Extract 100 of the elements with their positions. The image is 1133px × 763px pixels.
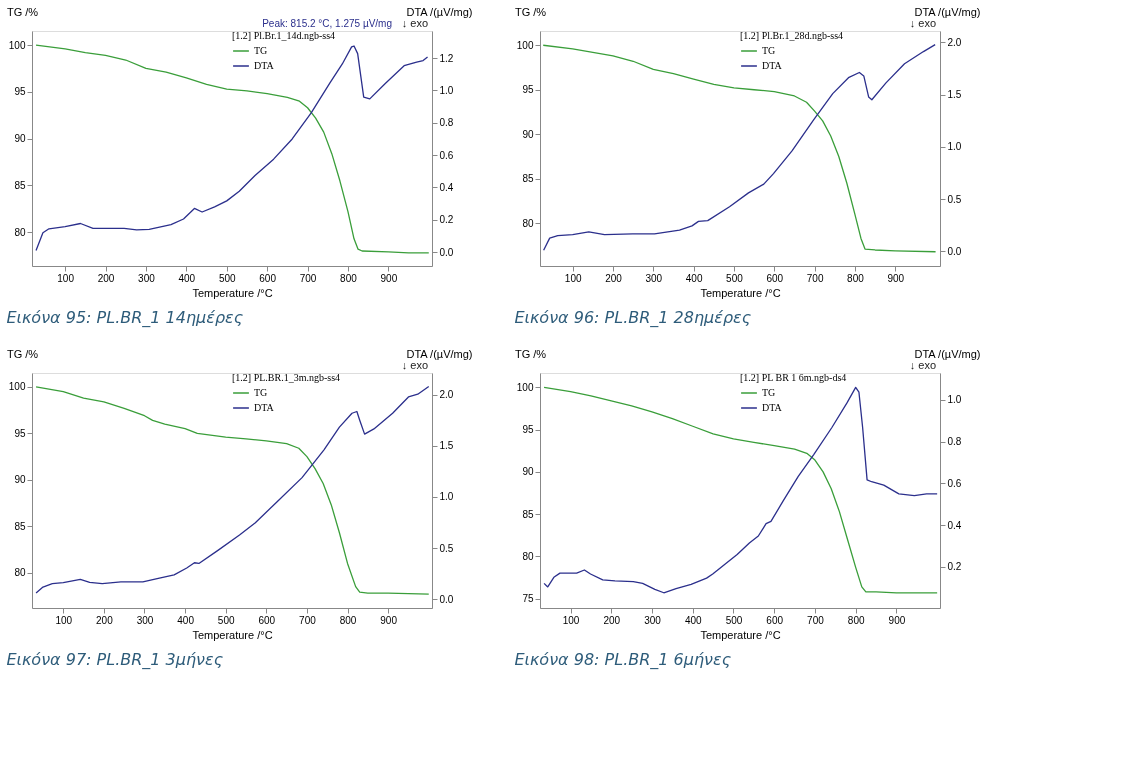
x-tick-label: 100 (564, 272, 582, 284)
y-tick-label: 90 (14, 133, 26, 145)
x-tick-label: 800 (340, 272, 358, 284)
y-axis-title: TG /% (514, 5, 547, 18)
y2-tick-label: 1.5 (439, 440, 454, 452)
x-tick-label: 500 (218, 272, 237, 284)
x-tick-label: 900 (888, 614, 906, 626)
y-tick-label: 100 (516, 381, 534, 393)
y2-tick-label: 0.2 (947, 561, 962, 573)
legend-label: DTA (254, 402, 275, 413)
y2-tick-label: 0.0 (439, 246, 454, 258)
x-tick-label: 800 (339, 614, 357, 626)
y-tick-label: 80 (14, 226, 26, 238)
y-axis-title: TG /% (514, 347, 547, 360)
legend-title: [1.2] PL.BR.1_3m.ngb-ss4 (232, 372, 341, 383)
x-axis-title: Temperature /°C (700, 286, 781, 299)
x-tick-label: 900 (887, 272, 905, 284)
y2-tick-label: 1.5 (947, 89, 962, 101)
x-tick-label: 800 (847, 272, 865, 284)
y-tick-label: 100 (8, 381, 26, 393)
y2-tick-label: 1.0 (947, 394, 962, 406)
x-tick-label: 500 (725, 614, 743, 626)
y2-tick-label: 0.4 (947, 519, 962, 531)
text: Peak: 815.2 °C, 1.275 µV/mg (262, 18, 392, 29)
y2-tick-label: 1.2 (439, 52, 454, 64)
y-tick-label: 95 (14, 427, 26, 439)
x-tick-label: 800 (847, 614, 865, 626)
y-tick-label: 80 (14, 567, 26, 579)
x-tick-label: 600 (259, 272, 277, 284)
y-tick-label: 85 (14, 520, 26, 532)
text: ↓ exo (401, 17, 428, 29)
legend-label: TG (254, 45, 268, 56)
x-tick-label: 200 (603, 614, 621, 626)
y-tick-label: 80 (522, 217, 534, 229)
x-tick-label: 500 (726, 272, 744, 284)
x-tick-label: 400 (178, 272, 196, 284)
y2-tick-label: 0.5 (947, 193, 962, 205)
y-tick-label: 95 (522, 84, 534, 96)
x-tick-label: 100 (562, 614, 580, 626)
x-tick-label: 300 (645, 272, 663, 284)
y2-tick-label: 0.5 (439, 542, 454, 554)
text: ↓ exo (909, 17, 936, 29)
y-tick-label: 95 (522, 424, 534, 436)
x-tick-label: 400 (684, 614, 703, 626)
legend-label: TG (254, 387, 268, 398)
x-tick-label: 500 (217, 614, 235, 626)
legend-label: TG (762, 45, 776, 56)
text: Εικόνα 97: PL.BR_1 3μήνες (6, 650, 224, 670)
x-tick-label: 200 (605, 272, 623, 284)
y2-tick-label: 0.0 (947, 245, 962, 257)
x-tick-label: 100 (57, 272, 75, 284)
x-tick-label: 700 (299, 614, 317, 626)
y-tick-label: 90 (522, 128, 534, 140)
x-axis-title: Temperature /°C (700, 628, 781, 641)
x-tick-label: 200 (97, 272, 115, 284)
legend-title: [1.2] Pl.Br.1_14d.ngb-ss4 (232, 30, 336, 41)
y-tick-label: 100 (516, 39, 534, 51)
legend-title: [1.2] PL BR 1 6m.ngb-ds4 (740, 372, 847, 383)
y2-tick-label: 1.0 (947, 141, 962, 153)
text: ↓ exo (401, 359, 428, 371)
x-tick-label: 300 (136, 614, 154, 626)
y-tick-label: 90 (14, 474, 26, 486)
y2-axis-title: DTA /(µV/mg) (406, 347, 473, 360)
x-tick-label: 700 (299, 272, 317, 284)
y2-axis-title: DTA /(µV/mg) (406, 5, 473, 18)
y-tick-label: 85 (522, 173, 534, 185)
legend-label: DTA (254, 60, 275, 71)
x-tick-label: 400 (685, 272, 703, 284)
y-tick-label: 85 (14, 179, 26, 191)
y2-axis-title: DTA /(µV/mg) (914, 347, 981, 360)
y-tick-label: 80 (522, 550, 534, 562)
x-tick-label: 700 (806, 272, 824, 284)
y2-axis-title: DTA /(µV/mg) (914, 5, 981, 18)
y2-tick-label: 0.6 (947, 477, 962, 489)
x-tick-label: 200 (96, 614, 114, 626)
y-tick-label: 95 (14, 86, 26, 98)
legend-title: [1.2] Pl.Br.1_28d.ngb-ss4 (740, 30, 844, 41)
y2-tick-label: 2.0 (947, 36, 962, 48)
y2-tick-label: 0.2 (439, 214, 454, 226)
x-tick-label: 600 (766, 614, 784, 626)
y2-tick-label: 1.0 (439, 491, 454, 503)
y2-tick-label: 0.6 (439, 149, 454, 161)
x-tick-label: 900 (380, 272, 398, 284)
y2-tick-label: 0.8 (947, 436, 962, 448)
x-axis-title: Temperature /°C (192, 286, 273, 299)
text: ↓ exo (909, 359, 936, 371)
y2-tick-label: 1.0 (439, 84, 454, 96)
y2-tick-label: 0.8 (439, 117, 454, 129)
text: Εικόνα 98: PL.BR_1 6μήνες (514, 650, 732, 670)
y-tick-label: 85 (522, 508, 534, 520)
y-axis-title: TG /% (6, 5, 39, 18)
text: Εικόνα 95: PL.BR_1 14ημέρες (6, 308, 244, 328)
y2-tick-label: 0.0 (439, 593, 454, 605)
x-tick-label: 600 (258, 614, 276, 626)
x-tick-label: 300 (138, 272, 156, 284)
x-tick-label: 100 (55, 614, 73, 626)
legend-label: DTA (762, 402, 783, 413)
y-tick-label: 90 (522, 466, 534, 478)
legend-label: TG (762, 387, 776, 398)
legend-label: DTA (762, 60, 783, 71)
